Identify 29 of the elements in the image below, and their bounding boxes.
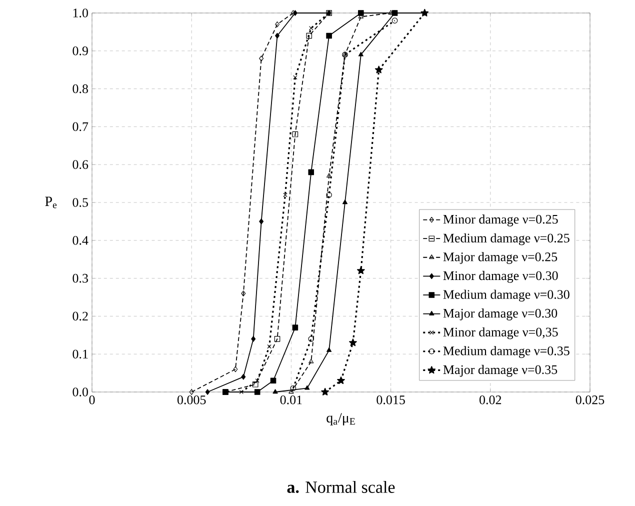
y-tick-label: 0.9 [72, 46, 88, 56]
legend-label: Major damage ν=0.30 [443, 308, 558, 320]
y-tick-label: 0.8 [72, 84, 88, 94]
x-tick-label: 0.02 [480, 396, 502, 404]
x-tick-label: 0.015 [376, 396, 405, 404]
x-tick-label: 0.005 [177, 396, 206, 404]
legend-label: Minor damage ν=0.25 [443, 214, 558, 226]
x-tick-label: 0.01 [280, 396, 302, 404]
y-tick-label: 1.0 [73, 8, 88, 18]
y-tick-label: 0.7 [72, 122, 88, 132]
y-tick-label: 0.6 [72, 160, 88, 170]
x-tick-label: 0.025 [576, 396, 604, 404]
y-axis-title: P$_{e}$ [45, 196, 57, 208]
x-axis-title: q$_{a}$/μ$_{E}$ [326, 413, 355, 426]
text: a. Normal scale [287, 480, 395, 494]
x-tick-label: 0 [89, 396, 95, 404]
y-tick-label: 0.3 [72, 274, 88, 283]
y-tick-label: 0.4 [72, 236, 88, 245]
y-tick-label: 0.1 [72, 350, 88, 359]
legend-label: Minor damage ν=0.30 [443, 270, 558, 283]
legend-label: Major damage ν=0.25 [443, 252, 558, 264]
y-tick-label: 0.5 [72, 198, 88, 207]
y-tick-label: 0.0 [72, 388, 88, 396]
y-tick-label: 0.2 [72, 312, 88, 321]
legend-label: Minor damage ν=0,35 [443, 327, 558, 340]
legend-label: Major damage ν=0.35 [443, 364, 558, 377]
legend-label: Medium damage ν=0.25 [443, 233, 570, 246]
legend-label: Medium damage ν=0.30 [443, 290, 570, 302]
legend-label: Medium damage ν=0.35 [443, 346, 570, 358]
